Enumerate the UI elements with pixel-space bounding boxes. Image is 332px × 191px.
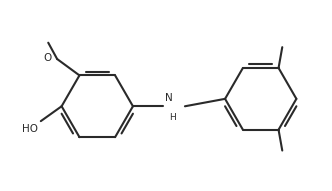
Text: O: O — [44, 53, 52, 63]
Text: H: H — [169, 113, 176, 122]
Text: N: N — [165, 93, 173, 103]
Text: HO: HO — [22, 124, 38, 134]
